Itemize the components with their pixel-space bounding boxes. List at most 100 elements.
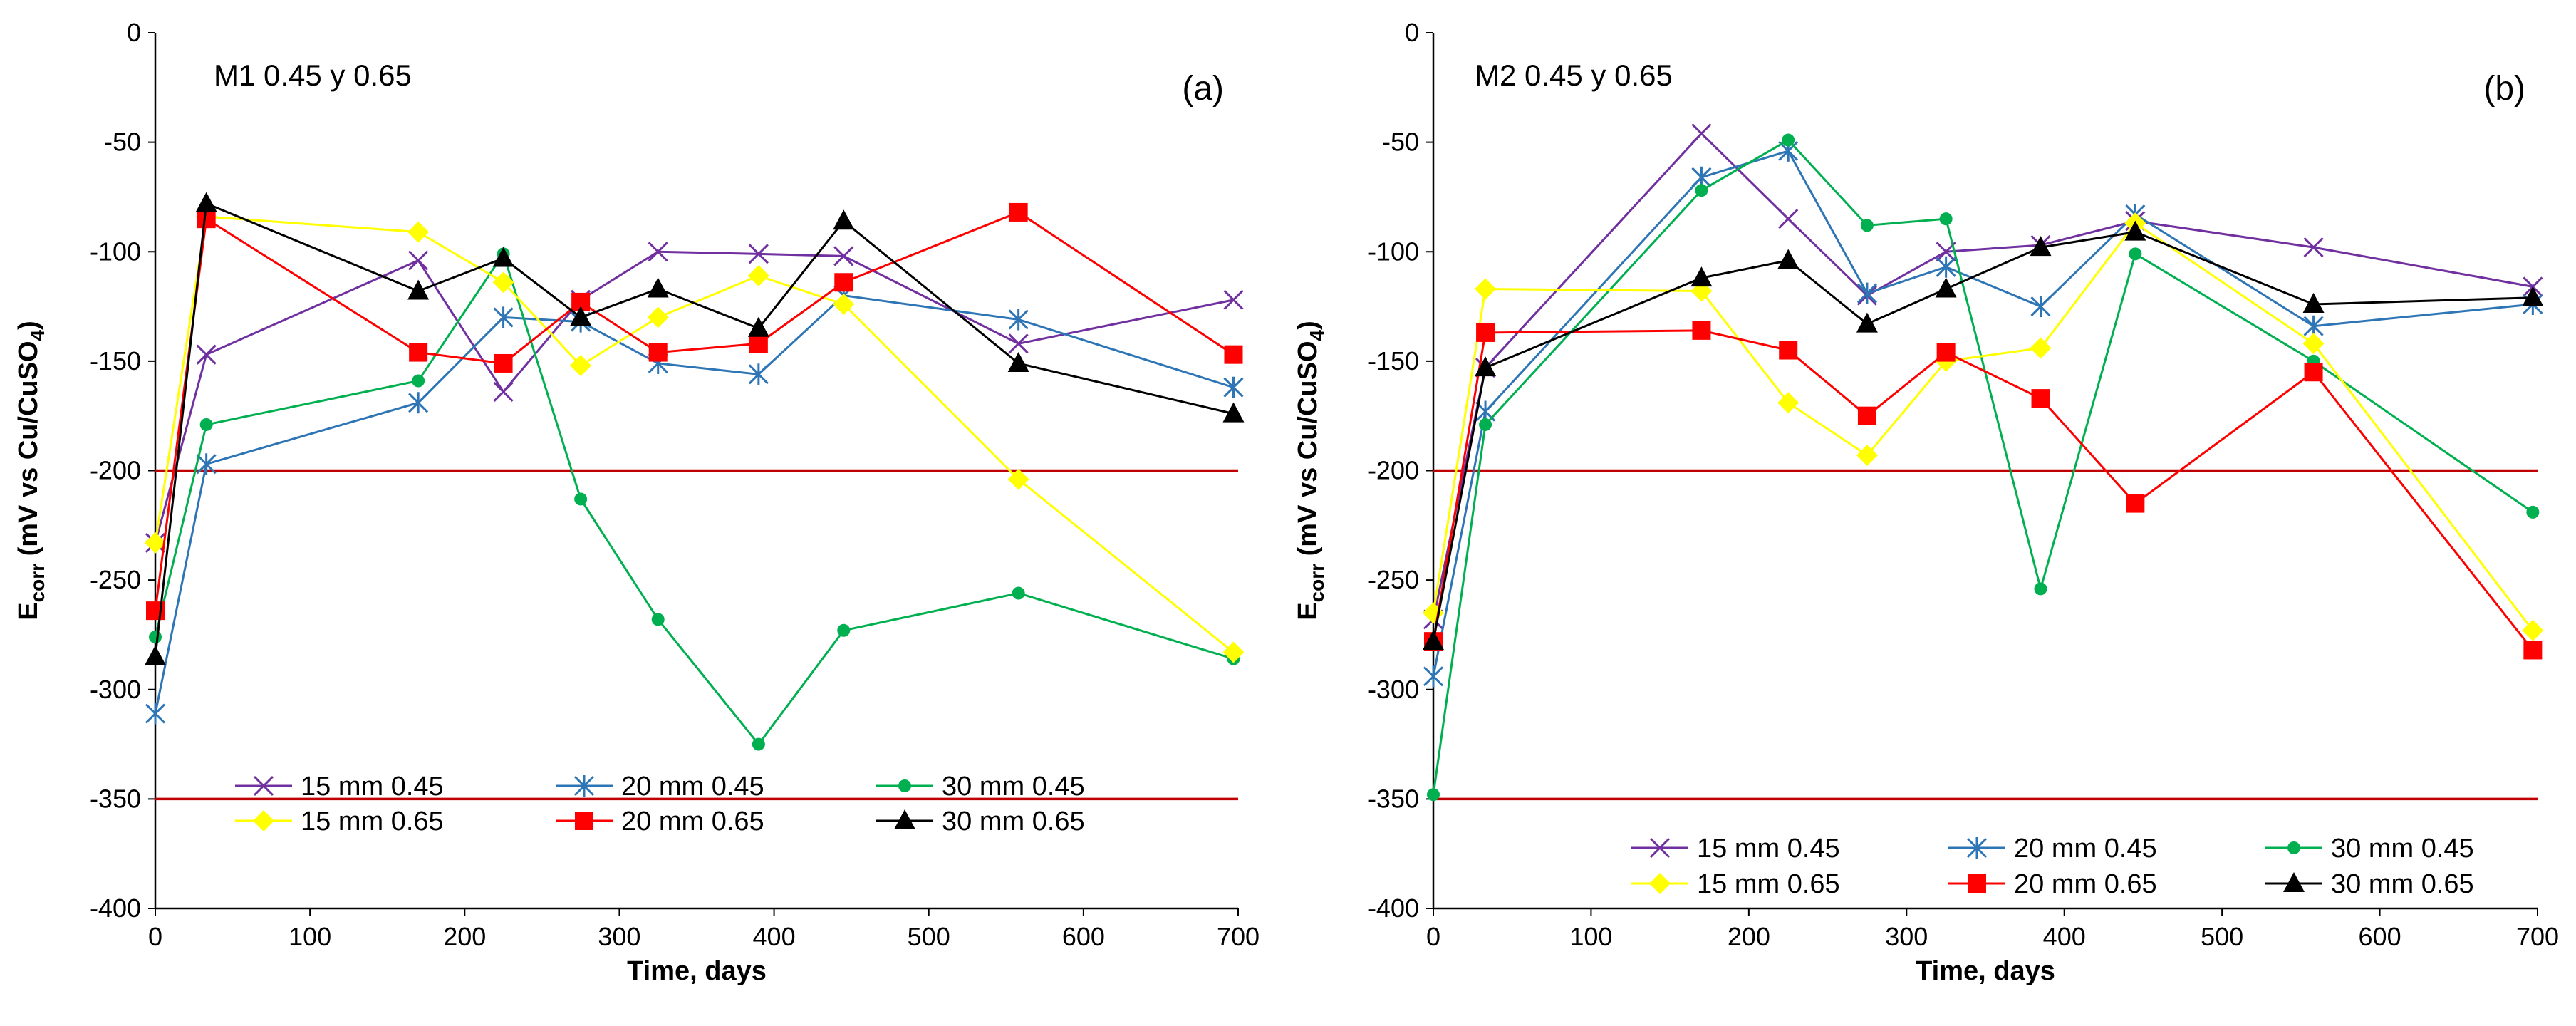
data-point (196, 453, 217, 475)
data-point (1423, 665, 1444, 688)
data-point (1009, 202, 1028, 222)
series-20-mm-0-45 (145, 284, 1244, 725)
x-tick-label: 500 (908, 922, 950, 951)
y-tick-label: -200 (1368, 456, 1419, 485)
y-tick-label: -100 (1368, 237, 1419, 266)
data-point (651, 613, 665, 626)
data-point (492, 271, 514, 294)
legend-marker (573, 775, 595, 797)
x-tick-label: 0 (148, 922, 162, 951)
data-point (1007, 468, 1029, 490)
legend-marker (1966, 837, 1988, 859)
data-point (1777, 392, 1799, 414)
data-point (2304, 363, 2323, 382)
data-point (149, 631, 162, 644)
y-axis-title-main: E (1293, 602, 1323, 620)
data-point (833, 246, 854, 266)
data-point (1782, 133, 1795, 147)
series-20-mm-0-65 (1424, 321, 2543, 660)
panel-title: M2 0.45 y 0.65 (1475, 58, 1673, 92)
data-point (1856, 444, 1878, 466)
legend-marker (253, 810, 274, 831)
data-point (1856, 282, 1877, 304)
x-tick-label: 700 (2516, 922, 2559, 951)
data-point (2129, 247, 2142, 261)
data-point (2523, 641, 2543, 660)
legend-label: 15 mm 0.65 (1697, 869, 1840, 899)
data-point (2302, 292, 2325, 313)
data-point (1427, 788, 1440, 802)
y-tick-label: -250 (1368, 565, 1419, 594)
data-point (574, 492, 588, 506)
data-point (145, 645, 166, 665)
series-30-mm-0-65 (1423, 220, 2544, 651)
data-point (1695, 184, 1708, 197)
data-point (407, 221, 430, 243)
y-axis-title: Ecorr (mV vs Cu/CuSO4) (1293, 321, 1328, 621)
y-tick-label: 0 (127, 18, 141, 47)
data-point (1224, 345, 1243, 364)
data-point (748, 244, 769, 264)
series-15-mm-0-45 (1423, 123, 2543, 630)
data-point (1479, 418, 1492, 431)
y-tick-label: -250 (90, 565, 141, 594)
legend-item: 20 mm 0.45 (556, 772, 764, 802)
y-axis-title-sub2: 4 (26, 329, 48, 341)
series-30-mm-0-65 (145, 192, 1245, 665)
legend-marker (2287, 841, 2300, 854)
data-point (752, 737, 765, 751)
y-axis-title-sub2: 4 (1306, 329, 1328, 341)
x-axis-title: Time, days (1916, 956, 2055, 986)
x-tick-label: 300 (1885, 922, 1928, 951)
panel-label: (b) (2483, 70, 2525, 108)
data-point (833, 293, 855, 315)
data-point (1856, 312, 1878, 333)
y-axis-title-sub: corr (26, 564, 48, 603)
data-point (493, 381, 514, 402)
y-axis-title: Ecorr (mV vs Cu/CuSO4) (14, 321, 48, 621)
x-tick-label: 600 (2359, 922, 2401, 951)
series-line (154, 251, 1234, 747)
y-tick-label: -150 (90, 346, 141, 375)
y-tick-label: -100 (90, 237, 141, 266)
y-axis-title-end: ) (14, 321, 43, 330)
data-point (196, 344, 217, 365)
data-point (647, 306, 669, 328)
data-point (2126, 494, 2145, 513)
data-point (1475, 356, 1497, 377)
data-point (1223, 376, 1244, 398)
data-point (647, 277, 669, 298)
legend-item: 15 mm 0.65 (235, 807, 444, 836)
legend-marker (575, 812, 593, 830)
x-axis-title: Time, days (627, 956, 767, 986)
data-point (1778, 209, 1799, 229)
data-point (2522, 286, 2544, 306)
series-line (1432, 222, 2534, 631)
legend-label: 20 mm 0.65 (621, 807, 764, 836)
data-point (1007, 351, 1029, 372)
data-point (494, 353, 513, 373)
x-tick-label: 100 (1569, 922, 1612, 951)
data-point (1779, 341, 1798, 360)
legend-label: 30 mm 0.45 (2331, 834, 2474, 864)
y-tick-label: -150 (1368, 346, 1419, 375)
y-tick-label: -300 (1368, 675, 1419, 704)
series-30-mm-0-45 (1427, 133, 2540, 802)
x-tick-label: 700 (1217, 922, 1260, 951)
y-tick-label: -350 (1368, 784, 1419, 813)
panel-title: M1 0.45 y 0.65 (214, 58, 412, 92)
data-point (1008, 333, 1029, 354)
x-tick-label: 200 (1728, 922, 1770, 951)
y-tick-label: -50 (104, 128, 141, 157)
series-20-mm-0-45 (1423, 140, 2543, 688)
legend-item: 30 mm 0.45 (876, 772, 1085, 802)
series-line (1432, 231, 2533, 642)
legend-label: 15 mm 0.65 (301, 807, 444, 836)
data-point (1223, 289, 1244, 310)
data-point (1475, 278, 1497, 300)
legend-item: 20 mm 0.45 (1948, 834, 2157, 864)
x-tick-label: 0 (1426, 922, 1440, 951)
y-axis-title-end: ) (1293, 321, 1323, 330)
data-point (747, 265, 769, 287)
